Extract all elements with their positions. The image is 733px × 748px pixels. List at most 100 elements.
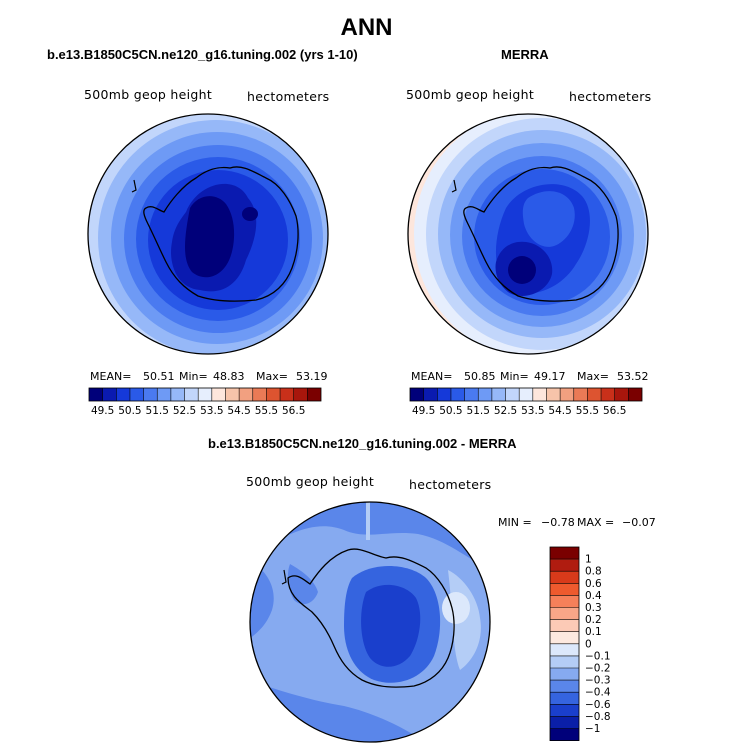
panel-1-title: b.e13.B1850C5CN.ne120_g16.tuning.002 (yr…: [47, 47, 358, 62]
diff-colorbar-tick-label: 0.4: [585, 590, 602, 602]
panel-1-colorbar-swatch-12: [252, 388, 267, 401]
panel-3-title: b.e13.B1850C5CN.ne120_g16.tuning.002 - M…: [208, 436, 517, 451]
diff-colorbar-tick-label: 0.6: [585, 578, 602, 590]
diff-min-value: −0.78: [541, 516, 575, 529]
diff-colorbar-tick-label: 0.8: [585, 566, 602, 578]
panel-3-map: [249, 501, 491, 743]
panel-1-colorbar-swatch-13: [266, 388, 281, 401]
panel-1-colorbar-tick-label: 49.5: [91, 405, 114, 417]
panel-2-colorbar-swatch-11: [560, 388, 574, 401]
panel-2-colorbar-frame: [409, 387, 643, 402]
diff-colorbar-tick-label: 0: [585, 638, 592, 650]
panel-2-colorbar-tick-label: 51.5: [467, 405, 490, 417]
panel-2-colorbar-tick-label: 56.5: [603, 405, 626, 417]
panel-1-colorbar-swatch-4: [143, 388, 158, 401]
panel-1-colorbar-swatch-16: [307, 388, 321, 401]
panel-2-units-label: hectometers: [569, 89, 652, 104]
panel-1-colorbar-swatch-6: [170, 388, 185, 401]
panel-2-colorbar-tick-label: 50.5: [439, 405, 462, 417]
panel-1-min-label: Min=: [179, 370, 208, 383]
panel-2-colorbar: 49.5 50.5 51.5 52.5 53.5 54.5 55.5 56.5: [409, 387, 643, 417]
panel-1-mean-label: MEAN=: [90, 370, 132, 383]
panel-1-colorbar-swatch-1: [102, 388, 117, 401]
diff-colorbar-swatch-4: [550, 595, 579, 608]
diff-colorbar-swatch-11: [550, 680, 579, 693]
diff-colorbar-tick-label: 0.1: [585, 626, 602, 638]
panel-2-colorbar-swatch-3: [450, 388, 465, 401]
panel-1-colorbar-swatch-5: [157, 388, 171, 401]
panel-1-max-label: Max=: [256, 370, 288, 383]
diff-colorbar-tick-label: −0.1: [585, 650, 611, 662]
diff-colorbar-swatch-2: [550, 571, 579, 584]
panel-2-colorbar-tick-label: 52.5: [494, 405, 517, 417]
panel-1-min-value: 48.83: [213, 370, 245, 383]
panel-2-colorbar-swatch-0: [410, 388, 424, 401]
panel-2-max-label: Max=: [577, 370, 609, 383]
panel-1-colorbar-swatch-0: [89, 388, 103, 401]
panel-2-colorbar-swatch-16: [628, 388, 642, 401]
panel-1-colorbar-swatch-10: [225, 388, 240, 401]
panel-1-colorbar-swatch-9: [211, 388, 226, 401]
diff-colorbar-swatch-13: [550, 704, 579, 717]
panel-2-colorbar-swatch-5: [478, 388, 492, 401]
panel-1-colorbar-tick-label: 50.5: [118, 405, 141, 417]
diff-colorbar-swatch-6: [550, 619, 579, 632]
panel-1-colorbar-swatch-11: [239, 388, 253, 401]
panel-2-colorbar-swatch-10: [546, 388, 561, 401]
diff-colorbar-tick-label: 0.2: [585, 614, 602, 626]
panel-2-colorbar-swatch-15: [614, 388, 629, 401]
panel-1-colorbar-tick-label: 55.5: [255, 405, 278, 417]
diff-colorbar-tick-label: 0.3: [585, 602, 602, 614]
diff-colorbar-swatch-10: [550, 668, 579, 681]
figure-title: ANN: [340, 14, 393, 41]
diff-colorbar: 10.80.60.40.30.20.10−0.1−0.2−0.3−0.4−0.6…: [549, 546, 611, 742]
panel-2-colorbar-swatch-12: [573, 388, 588, 401]
panel-1-max-value: 53.19: [296, 370, 328, 383]
diff-max-label: MAX =: [577, 516, 615, 529]
panel-1-colorbar-swatch-7: [184, 388, 199, 401]
panel-1-map: [87, 113, 329, 355]
diff-colorbar-tick-label: −1: [585, 723, 600, 735]
panel-2-colorbar-tick-label: 53.5: [521, 405, 544, 417]
panel-2-colorbar-swatch-4: [464, 388, 479, 401]
panel-3-variable-label: 500mb geop height: [246, 474, 375, 489]
diff-colorbar-tick-label: −0.3: [585, 675, 611, 687]
panel-2-title: MERRA: [501, 47, 549, 62]
panel-2-colorbar-swatch-2: [437, 388, 451, 401]
panel-2-colorbar-tick-label: 54.5: [548, 405, 571, 417]
diff-colorbar-swatch-9: [550, 655, 579, 668]
panel-2-colorbar-swatch-8: [519, 388, 533, 401]
panel-1-colorbar-tick-label: 52.5: [173, 405, 196, 417]
diff-colorbar-swatch-5: [550, 607, 579, 620]
diff-colorbar-tick-label: −0.6: [585, 699, 611, 711]
diff-colorbar-frame: [549, 546, 580, 742]
panel-1-variable-label: 500mb geop height: [84, 87, 213, 102]
diff-colorbar-swatch-15: [550, 728, 579, 741]
panel-1-colorbar-tick-label: 51.5: [146, 405, 169, 417]
panel-2-mean-label: MEAN=: [411, 370, 453, 383]
panel-2-colorbar-swatch-14: [601, 388, 615, 401]
panel-2-colorbar-swatch-7: [505, 388, 520, 401]
panel-1-colorbar-swatch-14: [280, 388, 294, 401]
diff-colorbar-swatch-8: [550, 643, 579, 656]
panel-3-units-label: hectometers: [409, 477, 492, 492]
panel-1-colorbar-swatch-2: [116, 388, 130, 401]
panel-2-min-label: Min=: [500, 370, 529, 383]
diff-colorbar-tick-label: −0.4: [585, 687, 611, 699]
panel-1-colorbar-tick-label: 53.5: [200, 405, 223, 417]
panel-2-map: [407, 113, 649, 355]
diff-colorbar-swatch-1: [550, 559, 579, 572]
panel-2-min-value: 49.17: [534, 370, 566, 383]
panel-2-mean-value: 50.85: [464, 370, 496, 383]
diff-colorbar-tick-label: 1: [585, 554, 592, 566]
panel-2-colorbar-tick-label: 55.5: [576, 405, 599, 417]
diff-colorbar-swatch-0: [550, 547, 579, 560]
panel-2-max-value: 53.52: [617, 370, 649, 383]
diff-colorbar-swatch-3: [550, 583, 579, 596]
panel-1-colorbar-swatch-15: [293, 388, 308, 401]
panel-2-colorbar-swatch-1: [423, 388, 438, 401]
panel-1-mean-value: 50.51: [143, 370, 175, 383]
panel-1-colorbar-swatch-8: [198, 388, 212, 401]
diff-colorbar-swatch-12: [550, 692, 579, 705]
panel-1-colorbar-tick-label: 54.5: [227, 405, 250, 417]
